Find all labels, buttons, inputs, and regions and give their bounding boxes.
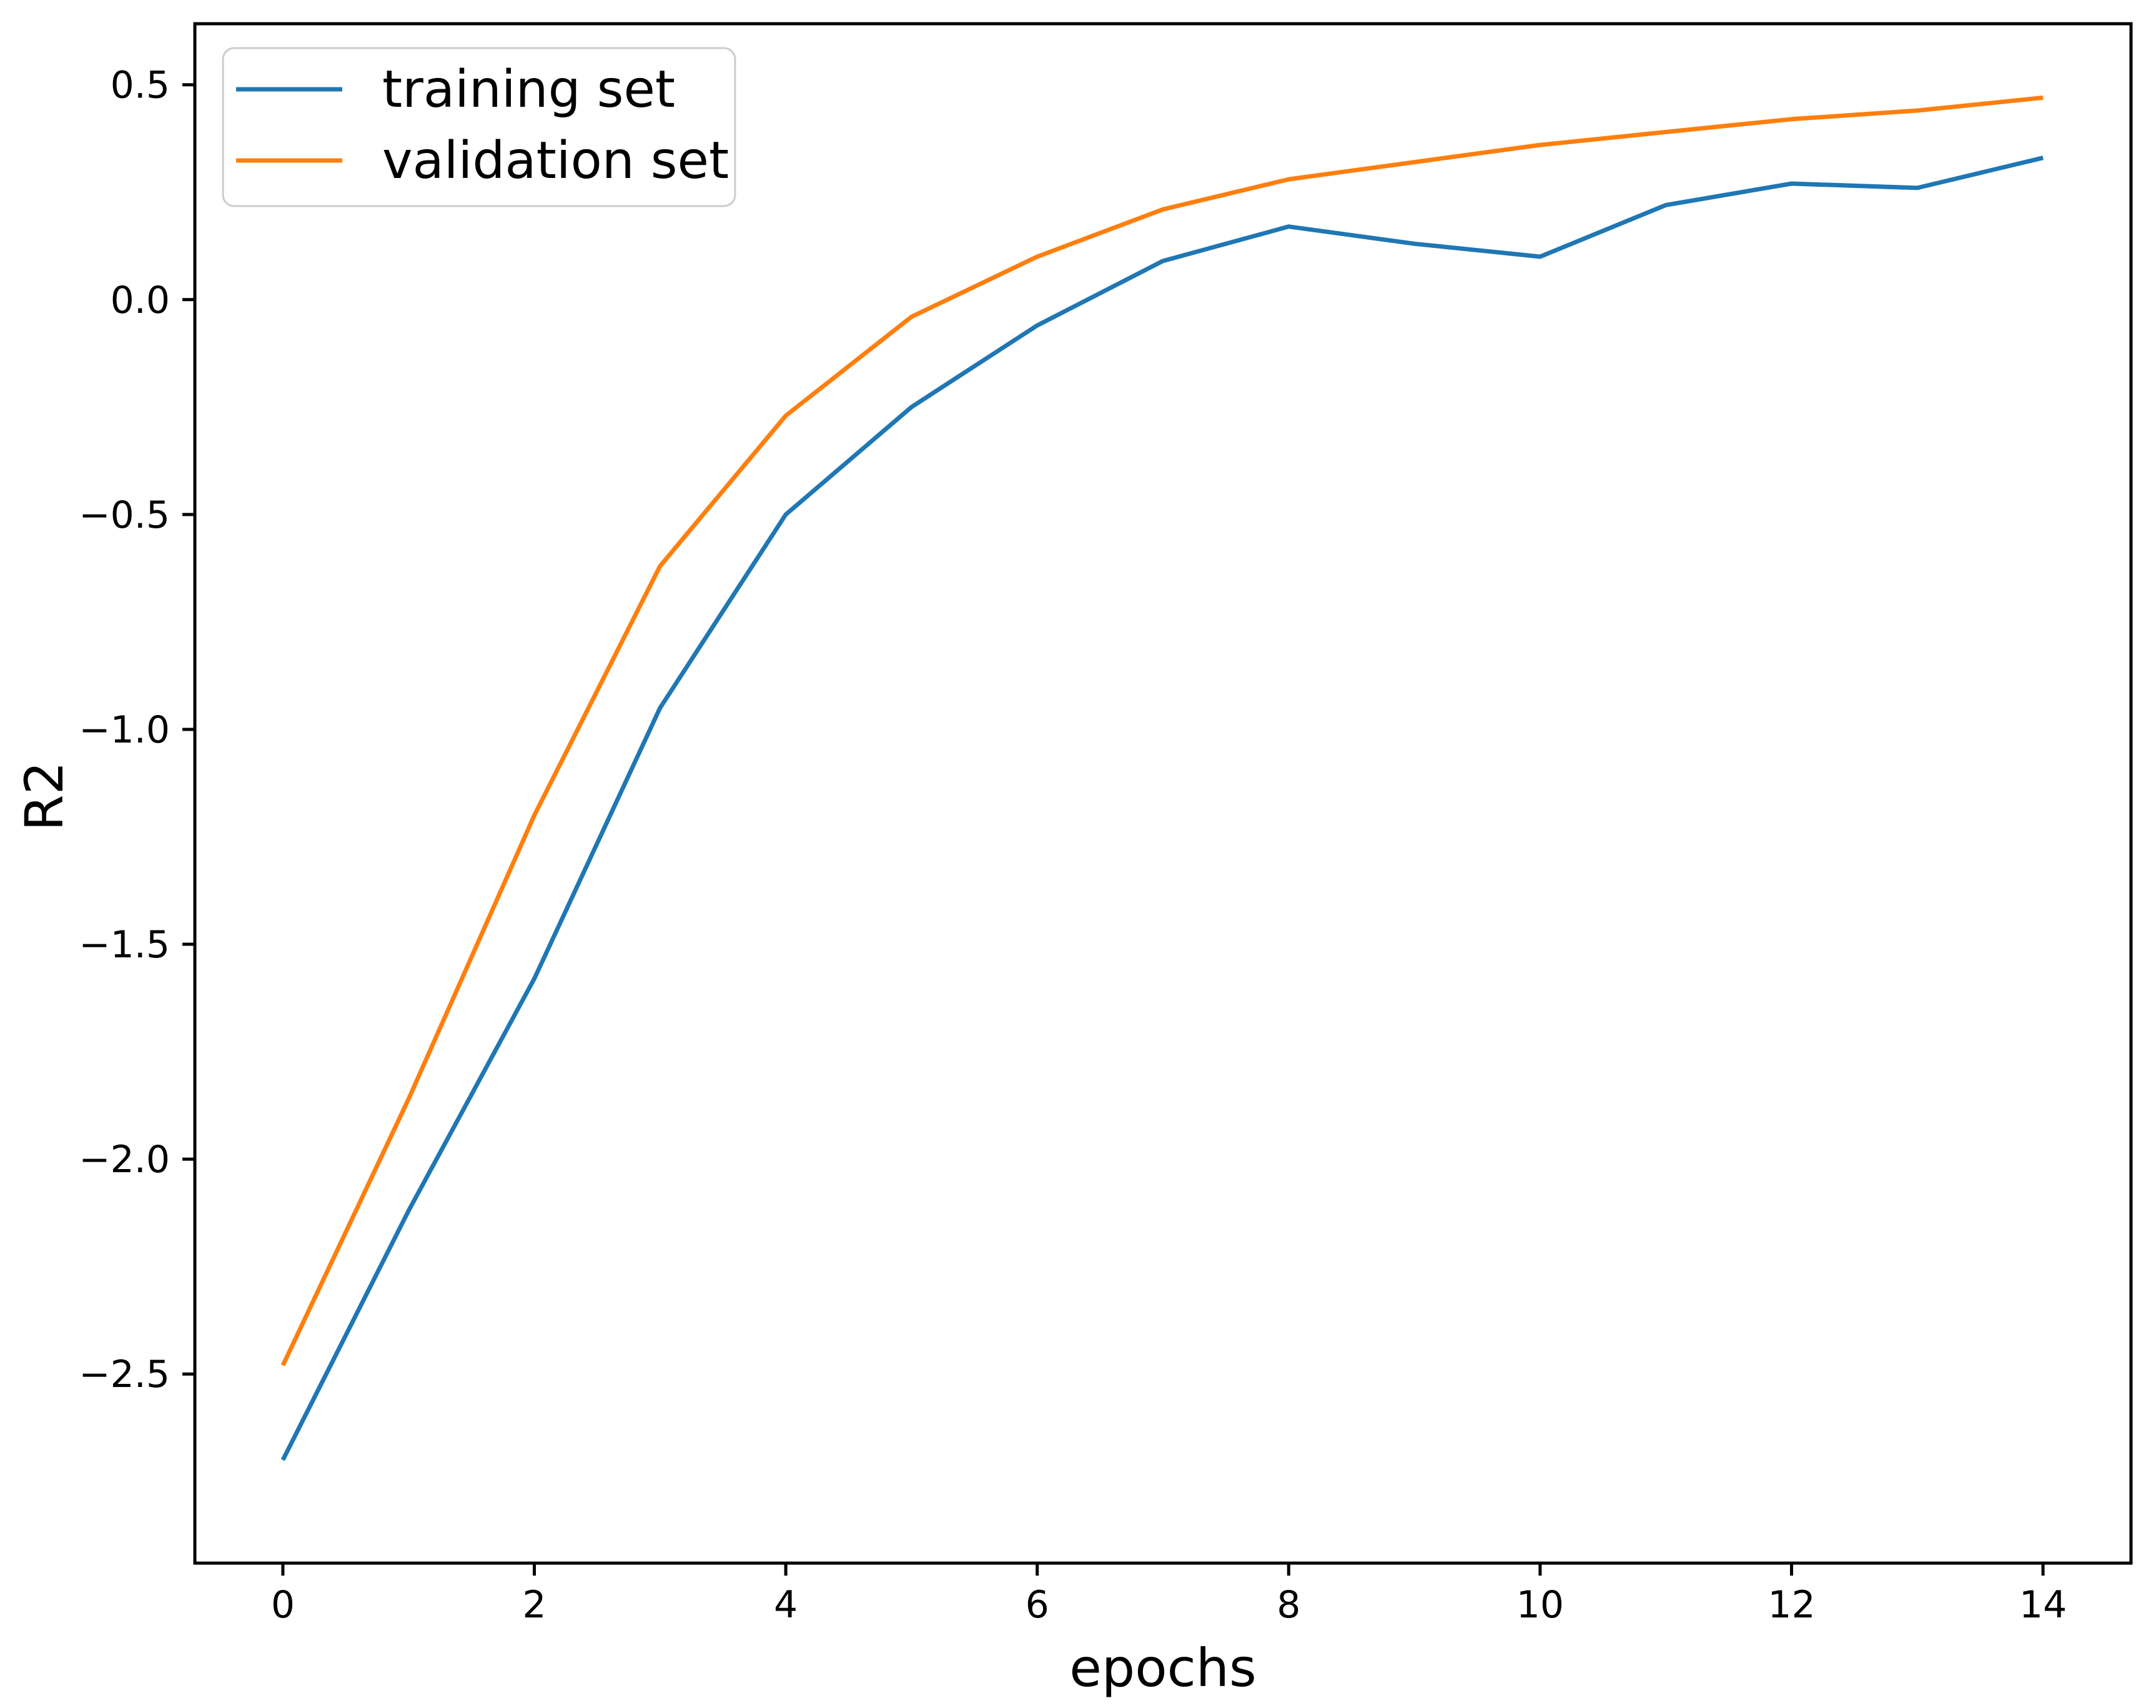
x-tick-label: 6 bbox=[1026, 1583, 1049, 1627]
series-line-validation-set bbox=[280, 95, 2044, 1366]
x-axis-ticks: 0 2 4 6 8 10 12 14 bbox=[271, 1563, 2067, 1627]
x-tick-label: 0 bbox=[271, 1583, 295, 1627]
legend-label-training: training set bbox=[382, 60, 675, 119]
x-tick-label: 8 bbox=[1277, 1583, 1300, 1627]
plot-area-border bbox=[193, 22, 2133, 1565]
y-tick-label: −1.0 bbox=[79, 708, 170, 752]
legend-box bbox=[222, 47, 736, 207]
x-tick-label: 10 bbox=[1516, 1583, 1564, 1627]
y-axis-label: R2 bbox=[14, 761, 75, 831]
x-axis-label: epochs bbox=[1069, 1637, 1257, 1699]
x-tick-label: 14 bbox=[2019, 1583, 2067, 1627]
series-line-training-set bbox=[280, 155, 2044, 1461]
y-tick-label: 0.5 bbox=[111, 64, 170, 107]
series-lines bbox=[280, 95, 2044, 1461]
x-tick-label: 2 bbox=[522, 1583, 546, 1627]
legend-label-validation: validation set bbox=[382, 131, 729, 190]
y-tick-label: −2.0 bbox=[79, 1138, 170, 1182]
y-tick-label: −0.5 bbox=[79, 493, 170, 537]
legend: training set validation set bbox=[222, 47, 736, 207]
y-tick-label: −1.5 bbox=[79, 923, 170, 967]
x-tick-label: 12 bbox=[1768, 1583, 1815, 1627]
y-tick-label: −2.5 bbox=[79, 1353, 170, 1396]
y-tick-label: 0.0 bbox=[111, 279, 170, 322]
y-axis-ticks: 0.5 0.0 −0.5 −1.0 −1.5 −2.0 −2.5 bbox=[79, 64, 195, 1396]
x-tick-label: 4 bbox=[774, 1583, 798, 1627]
